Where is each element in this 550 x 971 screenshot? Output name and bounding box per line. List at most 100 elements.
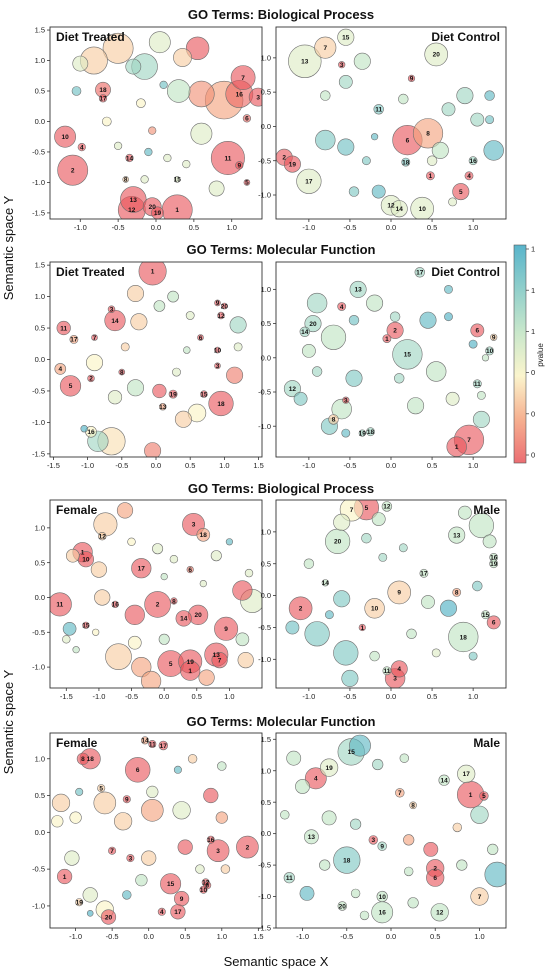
bubble — [233, 342, 243, 352]
bubble — [185, 36, 210, 61]
bubble — [337, 138, 355, 156]
bubble — [158, 740, 169, 751]
x-tick-label: 0.0 — [386, 692, 396, 701]
bubble — [452, 822, 462, 833]
bubble — [382, 666, 392, 676]
bubble — [152, 543, 164, 555]
bubble-label: 20 — [334, 539, 342, 546]
bubble-label: 8 — [411, 803, 415, 810]
panel-title: Female — [56, 736, 98, 750]
bubble-label: 6 — [492, 620, 496, 627]
x-tick-label: 0.0 — [151, 461, 161, 470]
bubble — [173, 48, 192, 67]
bubble — [125, 153, 134, 163]
y-tick-label: -1.0 — [32, 178, 45, 187]
bubble-label: 17 — [174, 909, 182, 916]
bubble — [122, 176, 129, 183]
bubble-label: 6 — [433, 875, 437, 882]
bubble — [50, 592, 72, 617]
bubble-label: 17 — [160, 743, 168, 750]
x-tick-label: -1.0 — [302, 223, 315, 232]
bubble-label: 8 — [332, 417, 336, 424]
x-tick-label: -1.0 — [74, 223, 87, 232]
bubble-label: 2 — [299, 606, 303, 613]
bubble — [187, 754, 198, 764]
bubble-label: 15 — [200, 391, 208, 398]
bubble-label: 4 — [467, 173, 471, 180]
bubble-label: 12 — [128, 207, 136, 214]
bubble — [211, 651, 228, 669]
x-tick-label: -0.5 — [106, 932, 119, 941]
bubble — [482, 534, 497, 549]
bubble — [230, 65, 256, 91]
y-tick-label: 1.0 — [35, 523, 45, 532]
y-tick-label: 0.5 — [261, 319, 271, 328]
y-tick-label: -1.5 — [32, 209, 45, 218]
y-tick-label: 1.0 — [261, 766, 271, 775]
bubble — [140, 175, 149, 184]
bubble — [299, 886, 315, 901]
y-tick-label: 0.5 — [261, 559, 271, 568]
bubble-label: 9 — [492, 335, 496, 342]
bubble — [345, 369, 363, 387]
bubble-label: 15 — [348, 749, 356, 756]
bubble-label: 9 — [397, 590, 401, 597]
bubble — [172, 367, 181, 377]
bubble — [489, 559, 499, 569]
bubble — [195, 864, 205, 874]
bubble — [125, 58, 142, 75]
bubble-label: 20 — [194, 612, 202, 619]
bubble — [208, 180, 225, 197]
bubble — [399, 753, 409, 763]
bubble-label: 14 — [111, 318, 119, 325]
bubble — [76, 752, 89, 765]
bubble — [485, 346, 494, 356]
bubble-label: 8 — [124, 177, 128, 184]
bubble — [468, 512, 495, 539]
bubble-label: 8 — [426, 131, 430, 138]
bubble — [372, 758, 384, 771]
bubble-label: 1 — [385, 336, 389, 343]
bubble — [398, 543, 408, 553]
bubble-label: 8 — [455, 590, 459, 597]
bubble — [321, 579, 329, 587]
bubble — [484, 90, 495, 101]
y-tick-label: -1.5 — [258, 924, 271, 933]
bubble — [82, 621, 90, 629]
bubble — [159, 80, 168, 89]
y-tick-label: -1.0 — [258, 191, 271, 200]
bubble-label: 1 — [188, 668, 192, 675]
x-tick-label: 0.5 — [180, 932, 190, 941]
bubble-label: 13 — [453, 532, 461, 539]
bubble — [394, 373, 405, 384]
y-tick-label: 1.0 — [261, 527, 271, 536]
bubble-label: 7 — [350, 507, 354, 514]
bubble — [80, 425, 88, 433]
x-tick-label: -0.5 — [343, 692, 356, 701]
x-tick-label: 0.5 — [427, 692, 437, 701]
bubble-label: 6 — [205, 883, 209, 890]
bubble — [69, 334, 79, 344]
bubble-label: 11 — [286, 875, 293, 882]
bubble — [138, 262, 167, 286]
bubble — [452, 588, 462, 597]
bubble-label: 14 — [396, 206, 404, 213]
panel-title: Female — [56, 503, 98, 517]
bubble — [424, 42, 449, 67]
bubble-label: 18 — [99, 87, 107, 94]
bubble-label: 9 — [224, 626, 228, 633]
bubble — [56, 868, 73, 885]
bubble-label: 16 — [87, 429, 95, 436]
bubble — [172, 801, 191, 820]
bubble — [337, 901, 347, 911]
colorbar-label: pvalue — [536, 343, 545, 367]
bubble — [71, 86, 82, 96]
bubble — [395, 788, 405, 798]
y-tick-label: 0.5 — [35, 324, 45, 333]
bubble — [51, 815, 64, 828]
bubble — [87, 374, 95, 383]
x-tick-label: 0.0 — [159, 692, 169, 701]
bubble — [199, 579, 207, 588]
bubble — [118, 368, 126, 376]
colorbar-tick-label: 0 — [531, 451, 535, 460]
